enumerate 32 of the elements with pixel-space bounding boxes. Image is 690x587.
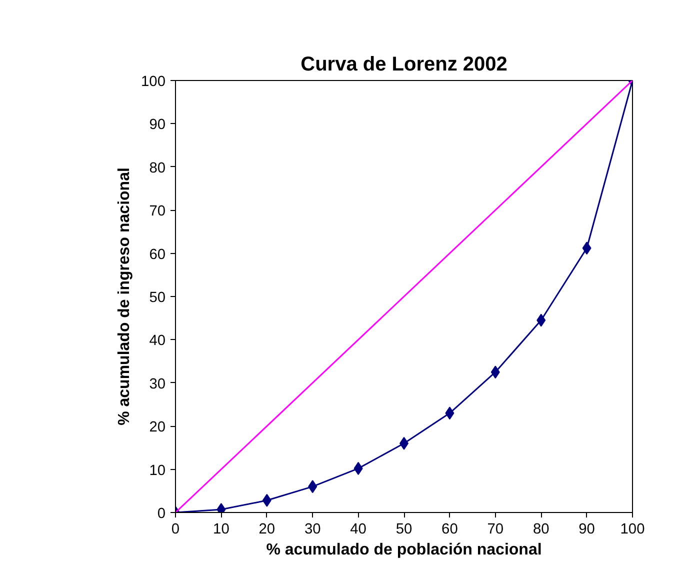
point	[262, 494, 272, 507]
y-tick-label: 0	[157, 506, 166, 522]
x-tick-label: 100	[620, 522, 645, 538]
y-tick-label: 70	[149, 204, 166, 220]
x-tick-label: 0	[171, 522, 180, 538]
x-tick-label: 70	[487, 522, 504, 538]
point	[582, 242, 592, 255]
y-tick-label: 30	[149, 376, 166, 392]
y-tick-label: 100	[141, 74, 166, 90]
point	[536, 314, 546, 327]
x-tick-label: 50	[396, 522, 412, 538]
y-tick-label: 80	[149, 160, 166, 176]
x-axis-title: % acumulado de población nacional	[266, 542, 542, 558]
y-tick-label: 60	[149, 246, 166, 263]
point	[490, 366, 500, 379]
point	[308, 480, 318, 494]
x-tick-label: 10	[213, 522, 230, 538]
x-tick-label: 40	[350, 522, 366, 538]
point	[445, 406, 454, 420]
point	[354, 462, 363, 475]
x-tick-label: 60	[442, 522, 458, 538]
x-tick-label: 80	[532, 522, 550, 538]
chart-title: Curva de Lorenz 2002	[300, 54, 508, 76]
x-tick-label: 90	[578, 522, 595, 538]
x-tick-label: 20	[258, 522, 276, 538]
y-tick-label: 40	[149, 333, 166, 350]
y-tick-label: 20	[149, 420, 166, 436]
y-tick-label: 50	[149, 290, 166, 306]
y-tick-label: 10	[149, 462, 166, 479]
x-tick-label: 30	[304, 522, 321, 538]
y-axis-title: % acumulado de ingreso nacional	[116, 168, 134, 426]
y-tick-label: 90	[149, 117, 166, 134]
